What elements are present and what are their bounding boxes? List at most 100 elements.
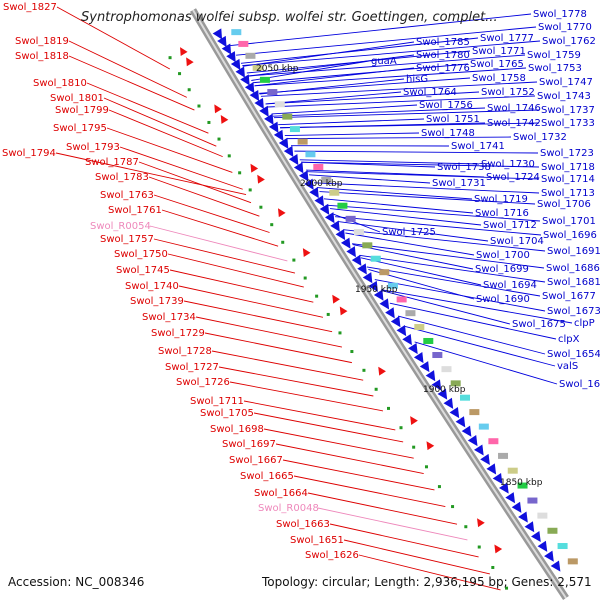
right-gene-label[interactable]: Swol_1751 — [426, 114, 480, 125]
left-gene-label[interactable]: Swol_1795 — [53, 123, 107, 134]
left-gene-label[interactable]: Swol_1750 — [114, 249, 168, 260]
right-gene-label[interactable]: Swol_1780 — [416, 50, 470, 61]
left-gene-label[interactable]: Swol_1726 — [176, 377, 230, 388]
left-gene-label[interactable]: Swol_1763 — [100, 190, 154, 201]
right-gene-label[interactable]: Swol_1701 — [542, 216, 596, 227]
right-gene-label[interactable]: Swol_1714 — [541, 174, 595, 185]
right-gene-label[interactable]: Swol_1716 — [475, 208, 529, 219]
right-gene-label[interactable]: Swol_1759 — [527, 50, 581, 61]
left-gene-label[interactable]: Swol_1739 — [130, 296, 184, 307]
green-marker — [187, 88, 191, 92]
forward-gene-arrow — [518, 511, 528, 523]
left-gene-label[interactable]: Swol_R0048 — [258, 503, 319, 514]
right-gene-label[interactable]: Swol_1686 — [546, 263, 600, 274]
right-leader-line — [272, 107, 486, 117]
right-gene-label[interactable]: Swol_1723 — [540, 148, 594, 159]
right-gene-label[interactable]: Swol_1742 — [487, 118, 541, 129]
left-gene-label[interactable]: Swol_1787 — [85, 157, 139, 168]
right-gene-label[interactable]: clpX — [558, 334, 580, 345]
right-gene-label[interactable]: Swol_1706 — [537, 199, 591, 210]
right-gene-label[interactable]: Swol_1699 — [475, 264, 529, 275]
right-gene-label[interactable]: Swol_1724 — [486, 172, 540, 183]
right-gene-label[interactable]: valS — [557, 361, 578, 372]
right-gene-label[interactable]: Swol_1675 — [512, 319, 566, 330]
right-gene-label[interactable]: Swol_1762 — [542, 36, 596, 47]
right-gene-label[interactable]: Swol_1741 — [451, 141, 505, 152]
right-gene-label[interactable]: Swol_1719 — [474, 194, 528, 205]
left-gene-label[interactable]: Swol_1757 — [100, 234, 154, 245]
left-gene-label[interactable]: Swol_1711 — [190, 396, 244, 407]
left-gene-label[interactable]: Swol_1626 — [305, 550, 359, 561]
right-gene-label[interactable]: Swol_1704 — [490, 236, 544, 247]
right-gene-label[interactable]: clpP — [574, 318, 595, 329]
left-gene-label[interactable]: Swol_1663 — [276, 519, 330, 530]
right-gene-label[interactable]: Swol_1647 — [559, 379, 600, 390]
right-gene-label[interactable]: guaA — [371, 56, 397, 67]
left-gene-label[interactable]: Swol_1793 — [66, 142, 120, 153]
right-gene-label[interactable]: Swol_1700 — [476, 250, 530, 261]
reverse-gene-arrow — [302, 248, 311, 257]
right-gene-label[interactable]: Swol_1785 — [416, 37, 470, 48]
left-gene-label[interactable]: Swol_1810 — [33, 78, 87, 89]
left-gene-label[interactable]: Swol_1727 — [165, 362, 219, 373]
right-leader-lines — [230, 13, 573, 385]
left-gene-label[interactable]: Swol_1799 — [55, 105, 109, 116]
right-gene-label[interactable]: Swol_1776 — [416, 63, 470, 74]
right-gene-label[interactable]: Swol_1712 — [483, 220, 537, 231]
right-gene-label[interactable]: Swol_1725 — [382, 227, 436, 238]
right-gene-label[interactable]: Swol_1771 — [472, 46, 526, 57]
right-gene-label[interactable]: Swol_1743 — [537, 91, 591, 102]
left-gene-label[interactable]: Swol_1651 — [290, 535, 344, 546]
left-gene-label[interactable]: Swol_1819 — [15, 36, 69, 47]
left-gene-label[interactable]: Swol_1667 — [229, 455, 283, 466]
left-gene-label[interactable]: Swol_R0054 — [90, 221, 151, 232]
right-gene-label[interactable]: Swol_1694 — [483, 280, 537, 291]
left-gene-label[interactable]: Swol_1827 — [3, 2, 57, 13]
right-gene-label[interactable]: Swol_1758 — [472, 73, 526, 84]
right-gene-label[interactable]: Swol_1748 — [421, 128, 475, 139]
left-gene-label[interactable]: Swol_1734 — [142, 312, 196, 323]
left-gene-label[interactable]: Swol_1761 — [108, 205, 162, 216]
left-gene-label[interactable]: Swol_1794 — [2, 148, 56, 159]
right-gene-label[interactable]: Swol_1747 — [539, 77, 593, 88]
right-gene-label[interactable]: Swol_1696 — [543, 230, 597, 241]
right-gene-label[interactable]: Swol_1752 — [481, 87, 535, 98]
right-gene-label[interactable]: Swol_1738 — [437, 162, 491, 173]
left-gene-label[interactable]: Swol_1729 — [151, 328, 205, 339]
right-gene-label[interactable]: Swol_1732 — [513, 132, 567, 143]
left-gene-label[interactable]: Swol_1745 — [116, 265, 170, 276]
right-gene-label[interactable]: Swol_1690 — [476, 294, 530, 305]
right-gene-label[interactable]: Swol_1746 — [487, 103, 541, 114]
left-gene-label[interactable]: Swol_1818 — [15, 51, 69, 62]
left-gene-label[interactable]: Swol_1665 — [240, 471, 294, 482]
right-gene-label[interactable]: Swol_1718 — [541, 162, 595, 173]
right-gene-label[interactable]: Swol_1778 — [533, 9, 587, 20]
right-gene-label[interactable]: Swol_1777 — [480, 33, 534, 44]
right-gene-label[interactable]: Swol_1691 — [547, 246, 600, 257]
right-gene-label[interactable]: Swol_1730 — [481, 159, 535, 170]
left-leader-line — [218, 366, 374, 397]
right-gene-label[interactable]: Swol_1765 — [470, 59, 524, 70]
right-gene-label[interactable]: Swol_1737 — [541, 105, 595, 116]
right-gene-label[interactable]: Swol_1673 — [547, 306, 600, 317]
right-gene-label[interactable]: Swol_1681 — [547, 277, 600, 288]
right-gene-label[interactable]: Swol_1764 — [403, 87, 457, 98]
left-gene-label[interactable]: Swol_1705 — [200, 408, 254, 419]
left-gene-label[interactable]: Swol_1740 — [125, 281, 179, 292]
forward-gene-arrow — [492, 472, 503, 485]
right-gene-label[interactable]: Swol_1677 — [542, 291, 596, 302]
right-gene-label[interactable]: Swol_1654 — [547, 349, 600, 360]
right-gene-label[interactable]: Swol_1713 — [541, 188, 595, 199]
right-gene-label[interactable]: Swol_1753 — [528, 63, 582, 74]
left-gene-label[interactable]: Swol_1783 — [95, 172, 149, 183]
right-gene-label[interactable]: Swol_1733 — [541, 118, 595, 129]
right-gene-label[interactable]: hisG — [406, 74, 428, 85]
right-gene-label[interactable]: Swol_1756 — [419, 100, 473, 111]
left-gene-label[interactable]: Swol_1801 — [50, 93, 104, 104]
right-gene-label[interactable]: Swol_1731 — [432, 178, 486, 189]
left-gene-label[interactable]: Swol_1664 — [254, 488, 308, 499]
left-gene-label[interactable]: Swol_1728 — [158, 346, 212, 357]
left-gene-label[interactable]: Swol_1697 — [222, 439, 276, 450]
left-gene-label[interactable]: Swol_1698 — [210, 424, 264, 435]
right-gene-label[interactable]: Swol_1770 — [538, 22, 592, 33]
